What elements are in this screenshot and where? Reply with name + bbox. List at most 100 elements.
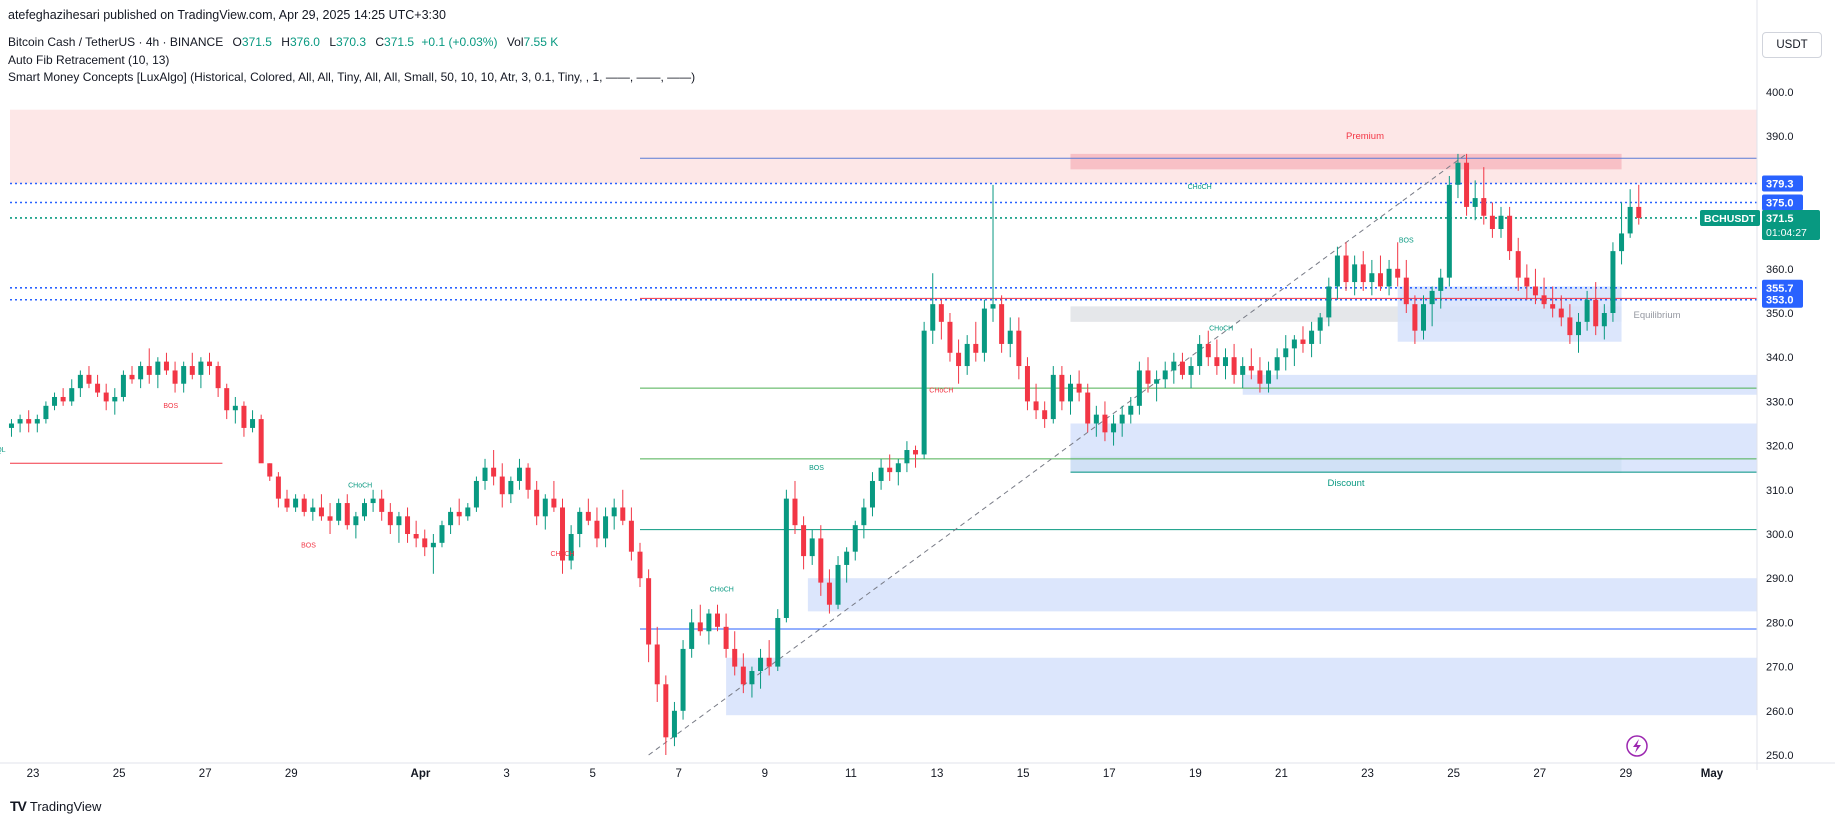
candle-body (740, 666, 746, 685)
candle (560, 498, 566, 574)
candle (723, 613, 729, 658)
symbol-legend[interactable]: Bitcoin Cash / TetherUS · 4h · BINANCE O… (8, 35, 558, 49)
candle-body (1059, 374, 1065, 402)
candle-body (628, 520, 634, 552)
zones-layer (10, 109, 1757, 716)
candle-body (1076, 383, 1082, 393)
candle (1395, 242, 1401, 287)
time-axis[interactable]: 23 25 27 29 Apr 3 5 7 9 11 13 15 17 19 21 23 25 27 29 May (0, 762, 1835, 780)
candle-body (775, 617, 781, 667)
candle (714, 604, 720, 632)
currency-button[interactable]: USDT (1762, 32, 1822, 58)
candle (1214, 339, 1220, 375)
time-tick-label: Apr (411, 768, 431, 780)
candle (43, 401, 49, 424)
time-tick-label: 21 (1275, 768, 1288, 780)
candle (129, 366, 135, 384)
time-tick-label: May (1701, 768, 1724, 780)
candle-body (1291, 339, 1297, 349)
price-badge (1762, 194, 1803, 211)
candle-body (663, 684, 669, 738)
candle-body (275, 476, 281, 499)
candle (1421, 295, 1427, 340)
candle (258, 414, 264, 464)
candle (318, 494, 324, 521)
candle-body (1085, 392, 1091, 424)
time-tick-label: 17 (1103, 768, 1116, 780)
candle (1145, 357, 1151, 393)
candle-body (86, 374, 92, 384)
price-tick-label: 350.0 (1766, 308, 1794, 320)
candle-body (439, 525, 445, 543)
candle-body (69, 388, 75, 402)
candle (1162, 361, 1168, 389)
candle (947, 313, 953, 362)
candle (585, 498, 591, 526)
price-axis[interactable]: 250.0 260.0 270.0 280.0 290.0 300.0 310.0 320.0… (1756, 0, 1794, 770)
candle-body (1343, 255, 1349, 283)
indicator-fib-legend[interactable]: Auto Fib Retracement (10, 13) (8, 53, 170, 67)
candle-body (766, 657, 772, 667)
candle-body (560, 507, 566, 561)
candle (405, 507, 411, 543)
candle-body (1498, 215, 1504, 230)
candle (1266, 361, 1272, 393)
change-value: +0.1 (+0.03%) (421, 35, 498, 49)
candle (448, 507, 454, 534)
candle (1558, 295, 1564, 327)
candle (8, 419, 14, 437)
close-value: 371.5 (384, 35, 415, 49)
candle-body (534, 489, 540, 517)
candle (267, 463, 273, 481)
candle-body (361, 503, 367, 517)
publisher-line: atefeghazihesari published on TradingVie… (8, 8, 446, 22)
time-tick-label: 23 (27, 768, 40, 780)
structure-label: CHoCH (550, 551, 574, 558)
candle-body (1179, 361, 1185, 375)
candle-body (499, 476, 505, 495)
candle-body (1205, 343, 1211, 358)
candle (637, 542, 643, 588)
candle-body (1007, 330, 1013, 344)
lightning-glyph (1633, 739, 1641, 753)
price-tick-label: 310.0 (1766, 485, 1794, 497)
candle-body (1446, 184, 1452, 278)
time-tick-label: 9 (762, 768, 768, 780)
tradingview-logo-icon: TV (10, 798, 27, 814)
high-label: H (281, 35, 290, 49)
candle-body (516, 467, 522, 481)
candle-body (1421, 304, 1427, 331)
candle-body (714, 613, 720, 627)
candle (852, 520, 858, 561)
candle-body (1377, 273, 1383, 287)
candle-body (947, 321, 953, 353)
candle (215, 361, 221, 397)
candle (103, 383, 109, 411)
candle (973, 321, 979, 362)
candle-body (1119, 414, 1125, 424)
candle-body (783, 498, 789, 618)
candle (783, 489, 789, 623)
candle (1541, 277, 1547, 309)
candle (999, 295, 1005, 353)
indicator-smc-legend[interactable]: Smart Money Concepts [LuxAlgo] (Historic… (8, 70, 696, 84)
candle-body (1128, 405, 1134, 415)
price-tick-label: 290.0 (1766, 573, 1794, 585)
candle (138, 361, 144, 389)
candle-body (327, 516, 333, 521)
candle (964, 335, 970, 375)
candle-body (1283, 348, 1289, 358)
price-tick-label: 360.0 (1766, 264, 1794, 276)
candle (663, 675, 669, 755)
candle-body (1317, 317, 1323, 331)
tradingview-brand[interactable]: TV TradingView (10, 798, 101, 814)
candle-body (1507, 215, 1513, 252)
candle-body (1197, 343, 1203, 367)
candle (1481, 167, 1487, 225)
candle (1197, 335, 1203, 375)
price-tick-label: 330.0 (1766, 396, 1794, 408)
candle-body (551, 498, 557, 508)
candle (1610, 242, 1616, 322)
price-badge-label: 353.0 (1766, 295, 1794, 307)
